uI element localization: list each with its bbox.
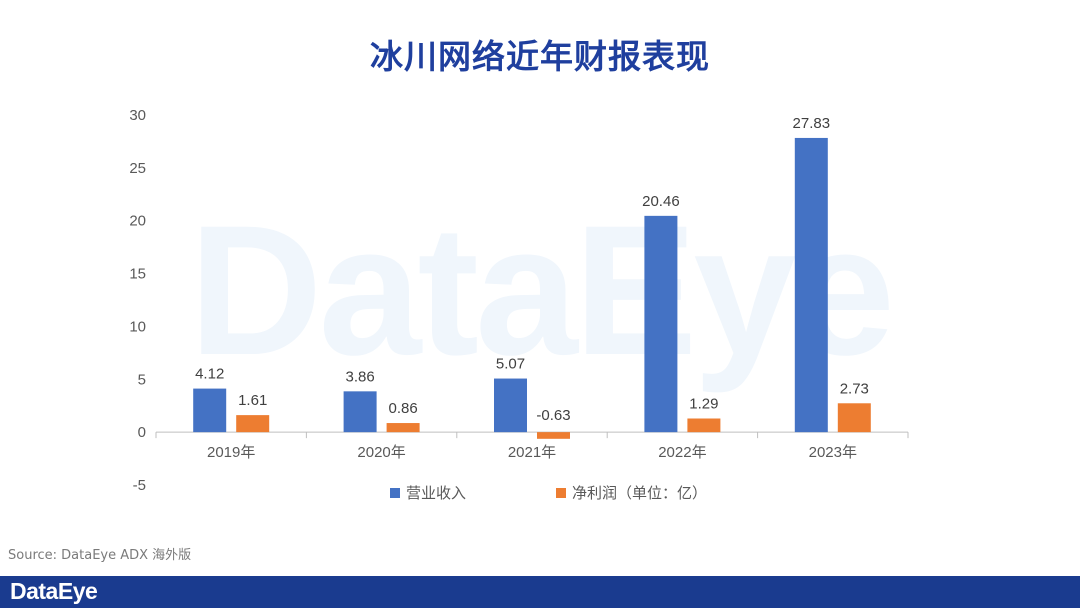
y-tick-label: -5: [133, 477, 146, 494]
bars: 4.12 1.61 3.86 0.86 5.07 -0.63 20.46 1.29 27.83 2…: [193, 115, 871, 439]
y-tick-label: 30: [129, 107, 146, 124]
legend: 营业收入 净利润（单位：亿）: [390, 485, 707, 502]
bar-revenue: [193, 388, 227, 433]
y-tick-label: 10: [129, 318, 146, 335]
bar-net-profit: [386, 423, 420, 433]
bar-net-profit: [236, 415, 270, 433]
data-label: 5.07: [496, 356, 525, 373]
bar-net-profit: [687, 418, 721, 433]
data-label: 0.86: [388, 400, 417, 417]
legend-swatch: [556, 488, 566, 498]
chart-title: 冰川网络近年财报表现: [370, 37, 710, 76]
data-label: -0.63: [536, 407, 570, 424]
bar-chart: -5 0 5 10 15 20 25 30 2019年 2020年 2021年 2022年 2023年…: [129, 107, 909, 502]
y-axis: -5 0 5 10 15 20 25 30: [129, 107, 146, 494]
bar-revenue: [644, 215, 678, 433]
x-tick-label: 2020年: [357, 444, 405, 461]
x-tick-label: 2019年: [207, 444, 255, 461]
bar-net-profit: [837, 403, 871, 433]
data-label: 1.61: [238, 392, 267, 409]
source-note: Source: DataEye ADX 海外版: [8, 548, 192, 563]
footer-logo: DataEye: [10, 578, 98, 604]
x-axis: 2019年 2020年 2021年 2022年 2023年: [155, 431, 909, 461]
data-label: 20.46: [642, 193, 680, 210]
legend-label: 净利润（单位：亿）: [572, 485, 707, 502]
bar-revenue: [794, 137, 828, 433]
bar-revenue: [494, 378, 527, 433]
y-tick-label: 15: [129, 266, 146, 283]
watermark: DataEye: [188, 188, 895, 394]
data-label: 1.29: [689, 396, 718, 413]
data-label: 27.83: [793, 115, 831, 132]
x-tick-label: 2023年: [809, 444, 857, 461]
x-tick-label: 2021年: [508, 444, 556, 461]
footer-bar: DataEye: [0, 576, 1080, 608]
legend-swatch: [390, 488, 400, 498]
bar-net-profit: [537, 432, 570, 439]
legend-label: 营业收入: [406, 485, 466, 502]
bar-revenue: [343, 391, 377, 433]
x-tick-label: 2022年: [658, 444, 706, 461]
y-tick-label: 5: [138, 371, 146, 388]
data-label: 4.12: [195, 366, 224, 383]
y-tick-label: 0: [138, 424, 146, 441]
y-tick-label: 20: [129, 213, 146, 230]
data-label: 3.86: [345, 368, 374, 385]
y-tick-label: 25: [129, 160, 146, 177]
data-label: 2.73: [840, 380, 869, 397]
